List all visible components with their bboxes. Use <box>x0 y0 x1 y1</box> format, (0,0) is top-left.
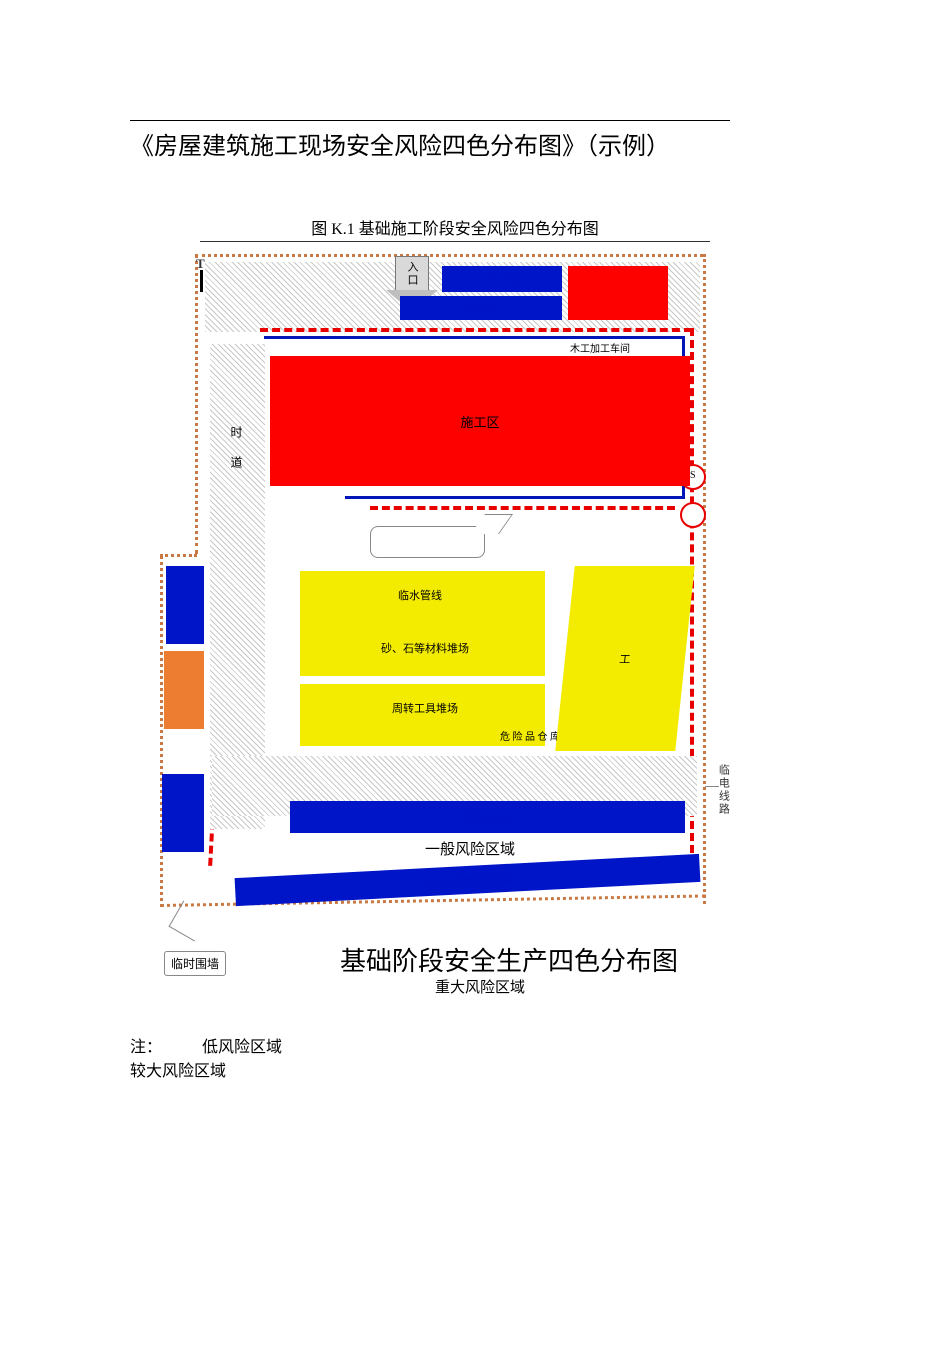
turn-label: 周转工具堆场 <box>370 701 480 715</box>
yellow-right: 工 <box>555 566 694 751</box>
top-blue-right: 门卫室 <box>442 266 562 292</box>
road-label: 时道 <box>228 426 245 486</box>
red-big: 施工区 <box>270 356 690 486</box>
powerline-leader <box>705 786 719 787</box>
bottom-blue: 临时宿舍等生活设施 <box>235 854 701 906</box>
left-blue-2 <box>162 774 204 852</box>
left-blue-1 <box>166 566 204 644</box>
diagram-subtitle: 重大风险区域 <box>435 976 525 997</box>
top-blue-left: 办公室 <box>400 296 562 320</box>
woodwork-label: 木工加工车间 <box>540 340 660 354</box>
water-label: 临水管线 <box>370 588 470 602</box>
material-label: 砂、石等材料堆场 <box>355 641 495 655</box>
zones-host: 门卫室办公室木工加工车间施工区时道临水管线砂、石等材料堆场周转工具堆场危 险 品… <box>160 246 740 1006</box>
risk-diagram: T 入口 S 门卫室办公室木工加工车间施工区时道临水管线砂、石等材料堆场周转工具… <box>160 246 740 1006</box>
top-red-right <box>568 266 668 320</box>
title-rule <box>130 120 730 121</box>
note-prefix: 注： <box>130 1039 162 1056</box>
note-low: 低风险区域 <box>202 1039 282 1056</box>
note-mid: 较大风险区域 <box>130 1063 226 1080</box>
doc-title: 《房屋建筑施工现场安全风险四色分布图》（示例） <box>130 129 690 165</box>
left-orange <box>164 651 204 729</box>
figure-caption: 图 K.1 基础施工阶段安全风险四色分布图 <box>200 215 710 242</box>
fence-label-box: 临时围墙 <box>164 951 226 976</box>
diagram-title: 基础阶段安全生产四色分布图 <box>340 941 678 978</box>
normal-label: 一般风险区域 <box>400 839 540 857</box>
steel-blue: 钢筋办公区 <box>290 801 685 833</box>
footer-notes: 注： 低风险区域 较大风险区域 <box>130 1036 820 1084</box>
powerline-label: 临电线路 <box>715 764 730 816</box>
